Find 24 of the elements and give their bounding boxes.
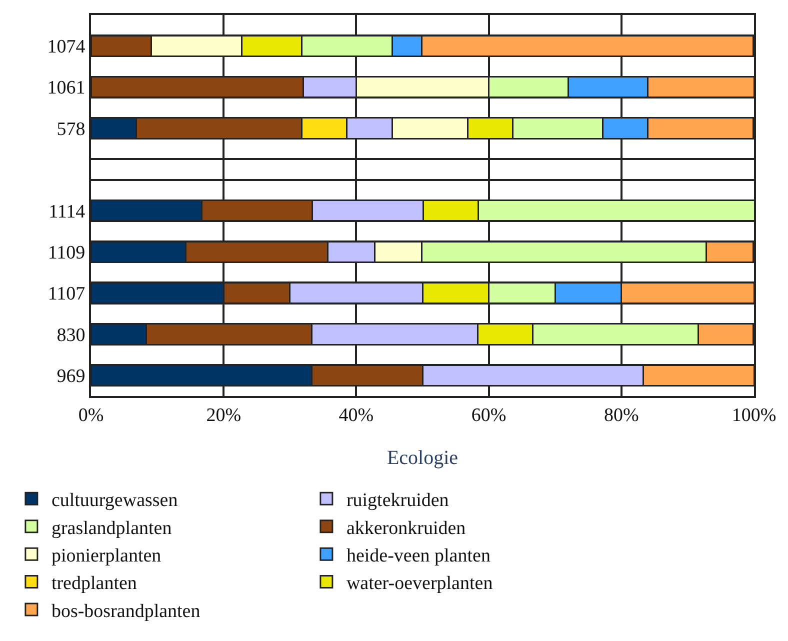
x-tick-label: 100% (732, 404, 776, 426)
legend-label: heide-veen planten (346, 545, 491, 566)
legend-label: bos-bosrandplanten (51, 600, 201, 622)
y-tick-label: 1109 (48, 242, 86, 264)
x-axis-title: Ecologie (386, 446, 458, 469)
legend-label: cultuurgewassen (51, 490, 178, 512)
x-tick-label: 60% (471, 404, 506, 426)
x-tick-label: 20% (206, 404, 242, 426)
y-tick-label: 1107 (48, 284, 86, 305)
legend-label: tredplanten (51, 573, 138, 594)
x-tick-label: 0% (78, 404, 104, 426)
y-tick-label: 1114 (48, 201, 86, 222)
y-tick-label: 578 (56, 118, 86, 140)
legend-label: akkeronkruiden (346, 518, 466, 539)
y-tick-label: 969 (56, 366, 86, 388)
legend-label: graslandplanten (51, 518, 172, 539)
x-tick-label: 80% (604, 404, 639, 426)
x-tick-label: 40% (338, 404, 374, 426)
legend-label: ruigtekruiden (346, 490, 450, 512)
y-tick-label: 1061 (47, 78, 86, 99)
legend-label: water-oeverplanten (346, 573, 494, 594)
y-tick-label: 1074 (47, 36, 86, 58)
y-tick-label: 830 (56, 324, 86, 346)
legend-label: pionierplanten (51, 545, 162, 566)
